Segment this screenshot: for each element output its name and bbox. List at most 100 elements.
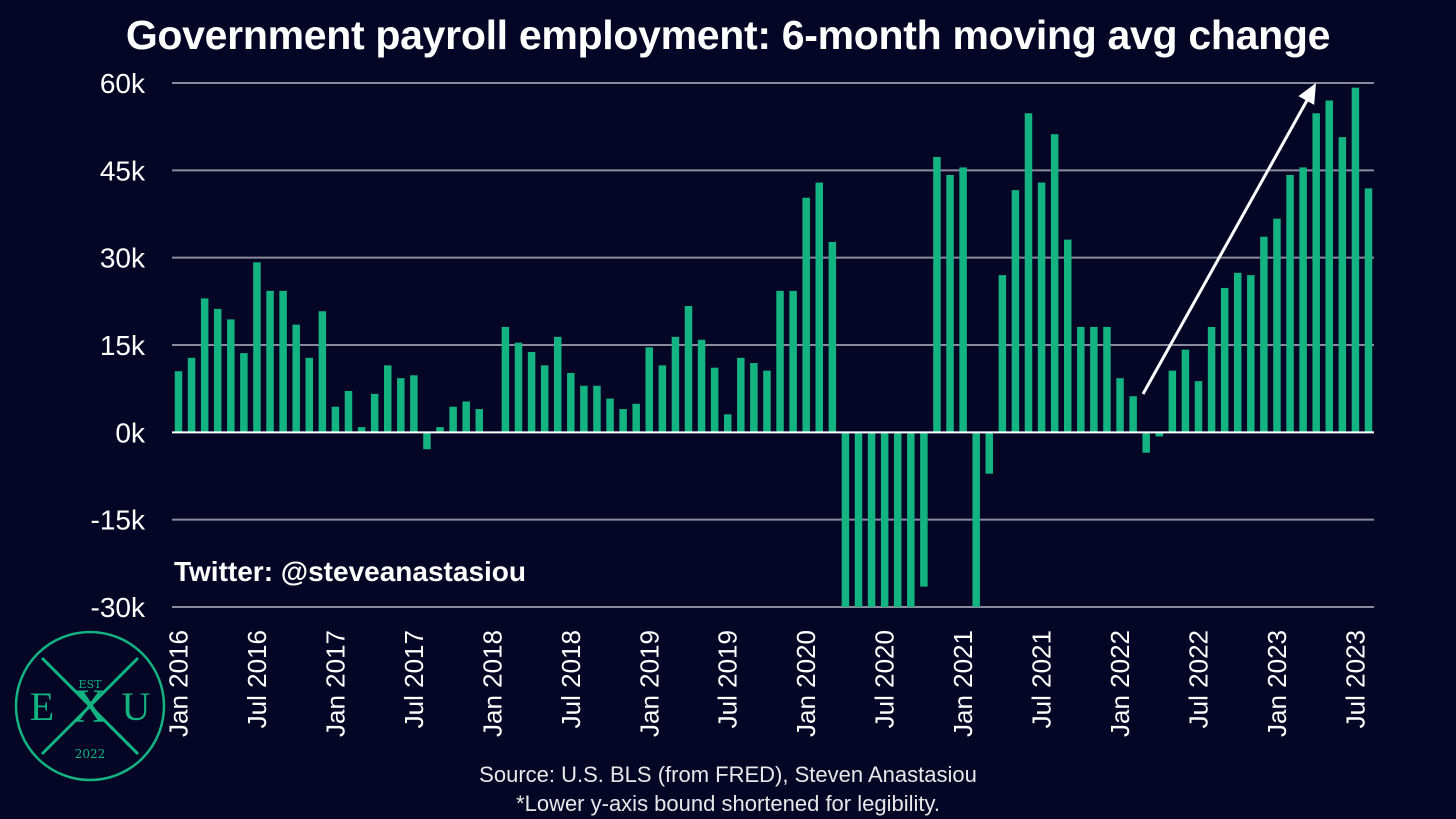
bar	[750, 363, 758, 433]
bar	[645, 347, 654, 433]
bar	[776, 290, 784, 433]
bar	[266, 290, 274, 433]
bar	[436, 427, 444, 433]
bar	[501, 326, 510, 433]
bar	[1194, 381, 1203, 433]
bar	[580, 385, 588, 433]
bar	[815, 182, 824, 433]
bar	[972, 432, 980, 607]
bar	[1325, 100, 1334, 433]
x-tick-label: Jan 2019	[634, 630, 664, 737]
bar	[763, 370, 771, 433]
logo-letter-e: E	[30, 684, 54, 729]
bar	[737, 357, 745, 433]
bar	[697, 339, 706, 433]
logo-year: 2022	[75, 747, 106, 761]
bar	[946, 174, 954, 433]
bar	[1168, 370, 1177, 433]
y-tick-label: 30k	[100, 243, 146, 274]
bar	[174, 371, 183, 433]
bar	[789, 290, 797, 433]
x-tick-label: Jan 2022	[1105, 630, 1135, 737]
bar	[305, 357, 314, 433]
arrow-head	[1298, 83, 1316, 105]
bar	[1247, 275, 1255, 433]
bar	[1233, 272, 1242, 433]
bar	[1299, 167, 1307, 433]
bar	[959, 167, 967, 433]
bar	[920, 432, 928, 587]
bar	[658, 365, 667, 433]
bar	[1050, 134, 1059, 433]
bar	[933, 156, 941, 433]
y-tick-label: 60k	[100, 68, 146, 99]
bar	[1273, 218, 1281, 433]
y-tick-label: 45k	[100, 155, 146, 186]
x-tick-label: Jul 2017	[399, 630, 429, 728]
bar	[331, 406, 340, 433]
x-tick-label: Jan 2021	[948, 630, 978, 737]
bar	[318, 311, 327, 433]
logo-est: EST	[79, 678, 103, 691]
bar	[370, 393, 379, 433]
bar	[854, 432, 863, 607]
bar	[828, 241, 837, 433]
bar	[998, 275, 1007, 433]
bar	[1142, 432, 1150, 453]
x-tick-label: Jul 2018	[556, 630, 586, 728]
bar	[1090, 326, 1098, 433]
bar	[802, 197, 810, 433]
bar	[1286, 174, 1294, 433]
bar	[1364, 188, 1373, 433]
bar	[1207, 326, 1216, 433]
bar	[1260, 236, 1268, 433]
bar	[1011, 190, 1020, 433]
bar	[187, 357, 196, 433]
bar	[1037, 182, 1046, 433]
bar	[227, 319, 235, 433]
logo-letter-x: X	[73, 680, 108, 733]
bar	[553, 336, 562, 433]
bar	[684, 305, 693, 433]
bar	[619, 409, 627, 433]
bar	[397, 378, 405, 433]
bar	[1351, 87, 1360, 433]
bar	[253, 262, 261, 433]
bar	[279, 290, 287, 433]
bar	[540, 365, 549, 433]
bar	[1024, 113, 1033, 433]
x-tick-label: Jul 2019	[713, 630, 743, 728]
arrow-shaft	[1141, 94, 1312, 395]
axis-footnote: *Lower y-axis bound shortened for legibi…	[516, 791, 940, 816]
bar	[1077, 326, 1085, 433]
bar	[593, 385, 601, 433]
bar	[1155, 432, 1164, 437]
logo-letter-u: U	[122, 684, 151, 729]
bar	[880, 432, 889, 607]
y-tick-label: 0k	[115, 417, 146, 448]
y-tick-label: -15k	[91, 505, 146, 536]
bar	[423, 432, 431, 450]
bar	[1116, 378, 1124, 433]
bar	[213, 308, 222, 433]
bar	[567, 372, 575, 433]
bar	[240, 353, 248, 433]
bar	[1338, 137, 1347, 433]
bar	[449, 406, 457, 433]
gridlines	[172, 82, 1374, 608]
x-tick-label: Jan 2017	[320, 630, 350, 737]
x-tick-label: Jul 2020	[870, 630, 900, 728]
x-tick-label: Jul 2016	[242, 630, 272, 728]
bar	[1103, 326, 1111, 433]
bar	[632, 403, 640, 433]
x-tick-label: Jan 2018	[477, 630, 507, 737]
y-tick-label: 15k	[100, 330, 146, 361]
y-axis-ticks: 60k 45k 30k 15k 0k -15k -30k	[91, 68, 146, 623]
bar	[527, 351, 536, 433]
bar	[292, 324, 300, 433]
bar	[475, 409, 484, 433]
bar	[710, 367, 719, 433]
x-tick-label: Jan 2020	[791, 630, 821, 737]
bar	[723, 414, 732, 433]
